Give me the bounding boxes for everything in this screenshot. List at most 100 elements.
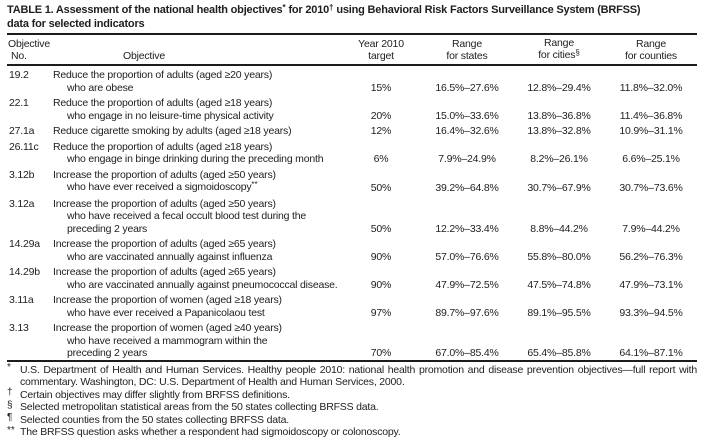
objective-cell: Increase the proportion of adults (aged …	[53, 263, 341, 291]
footnote-symbol: †	[7, 387, 13, 399]
objective-line: who have ever received a sigmoidoscopy**	[67, 180, 258, 193]
target-cell: 15%	[370, 81, 392, 94]
indicators-table: Objective No. Objective Year 2010 target Ran…	[7, 33, 697, 362]
states-range-cell: 7.9%–24.9%	[438, 153, 496, 165]
states-range-cell: 15.0%–33.6%	[435, 109, 499, 122]
target-cell: 50%	[370, 182, 392, 194]
objective-line: who engage in binge drinking during the …	[67, 153, 324, 165]
objective-cell: Increase the proportion of adults (aged …	[53, 235, 341, 263]
footnote-symbol: **	[7, 424, 15, 436]
footnotes: * U.S. Department of Health and Human Ser…	[7, 362, 697, 437]
footnote: † Certain objectives may differ slightly …	[7, 387, 697, 402]
footnote: * U.S. Department of Health and Human Ser…	[7, 362, 697, 389]
footnote: ¶ Selected counties from the 50 states co…	[7, 412, 697, 427]
table-title-line1: TABLE 1. Assessment of the national heal…	[7, 3, 697, 18]
col-header-line2: for counties	[625, 50, 677, 62]
objective-no-cell: 27.1a	[9, 125, 35, 137]
objective-no-cell: 22.1	[9, 97, 29, 109]
states-range-cell: 89.7%–97.6%	[435, 306, 499, 319]
objective-no-cell: 3.13	[9, 322, 29, 334]
counties-range-cell: 10.9%–31.1%	[619, 125, 683, 137]
target-cell: 20%	[370, 109, 392, 122]
superscript-mark: §	[575, 48, 580, 57]
states-range-cell: 57.0%–76.6%	[435, 250, 499, 263]
objective-line: Increase the proportion of adults (aged …	[53, 266, 276, 278]
header-row: Objective No. Objective Year 2010 target Ran…	[7, 34, 697, 65]
title-text: TABLE 1. Assessment of the national heal…	[7, 4, 283, 16]
cities-range-cell: 55.8%–80.0%	[527, 250, 591, 263]
col-header-states: Range for states	[421, 34, 513, 65]
objective-no-cell: 26.11c	[9, 140, 39, 153]
states-range-cell: 16.5%–27.6%	[435, 81, 499, 94]
counties-range-cell: 56.2%–76.3%	[619, 250, 683, 263]
objective-line: Increase the proportion of women (aged ≥…	[53, 294, 282, 306]
table-row: 3.12b Increase the proportion of adults (…	[7, 166, 697, 195]
col-header-line2: for cities§	[538, 48, 580, 61]
objective-line: Reduce the proportion of adults (aged ≥1…	[53, 97, 273, 109]
table-body: 19.2 Reduce the proportion of adults (age…	[7, 65, 697, 361]
footnote-text: Selected counties from the 50 states col…	[20, 413, 289, 426]
states-range-cell: 39.2%–64.8%	[435, 182, 499, 194]
objective-cell: Reduce cigarette smoking by adults (aged…	[53, 122, 341, 138]
objective-no-cell: 3.12a	[9, 197, 35, 210]
col-header-target: Year 2010 target	[341, 34, 421, 65]
objective-line: preceding 2 years	[67, 222, 148, 235]
cities-range-cell: 8.2%–26.1%	[530, 153, 588, 165]
objective-line: Increase the proportion of women (aged ≥…	[53, 322, 282, 334]
objective-line: who have received a fecal occult blood t…	[67, 210, 307, 222]
table-row: 3.11a Increase the proportion of women (a…	[7, 291, 697, 319]
cities-range-cell: 30.7%–67.9%	[527, 182, 591, 194]
objective-no-cell: 19.2	[9, 69, 29, 81]
objective-line: Increase the proportion of adults (aged …	[53, 197, 276, 210]
col-header-line1: Range	[544, 37, 574, 49]
objective-line: Reduce the proportion of adults (aged ≥1…	[53, 140, 273, 153]
cities-range-cell: 65.4%–85.8%	[527, 347, 591, 359]
col-header-line1: Objective	[8, 38, 50, 50]
table-row: 27.1a Reduce cigarette smoking by adults …	[7, 122, 697, 138]
table-header: Objective No. Objective Year 2010 target Ran…	[7, 34, 697, 65]
col-header-line2: for states	[446, 50, 488, 62]
title-text: for 2010	[285, 4, 330, 16]
table-row: 3.12a Increase the proportion of adults (…	[7, 195, 697, 236]
cities-range-cell: 8.8%–44.2%	[530, 222, 588, 235]
counties-range-cell: 30.7%–73.6%	[619, 182, 683, 194]
cities-range-cell: 12.8%–29.4%	[527, 81, 591, 94]
objective-line: Increase the proportion of adults (aged …	[53, 168, 276, 181]
counties-range-cell: 64.1%–87.1%	[619, 347, 683, 359]
table-title: TABLE 1. Assessment of the national heal…	[7, 3, 697, 30]
footnote-text: Certain objectives may differ slightly f…	[20, 388, 290, 401]
counties-range-cell: 7.9%–44.2%	[622, 222, 680, 235]
footnote: ** The BRFSS question asks whether a resp…	[7, 424, 697, 437]
table-row: 22.1 Reduce the proportion of adults (age…	[7, 94, 697, 122]
cities-range-cell: 47.5%–74.8%	[527, 278, 591, 291]
target-cell: 12%	[370, 125, 392, 137]
cities-range-cell: 13.8%–32.8%	[527, 125, 591, 137]
target-cell: 70%	[370, 347, 392, 359]
footnote-text: The BRFSS question asks whether a respon…	[20, 426, 401, 437]
col-header-line1: Range	[636, 38, 666, 50]
footnote-text: U.S. Department of Health and Human Serv…	[20, 363, 697, 389]
col-header-line2: No.	[11, 50, 27, 62]
footnote-symbol: §	[7, 399, 13, 411]
target-cell: 6%	[373, 153, 389, 165]
target-cell: 90%	[370, 278, 392, 291]
col-header-line2: target	[368, 50, 394, 62]
states-range-cell: 12.2%–33.4%	[435, 222, 499, 235]
counties-range-cell: 6.6%–25.1%	[622, 153, 680, 165]
footnote-symbol: ¶	[7, 412, 13, 424]
objective-cell: Reduce the proportion of adults (aged ≥1…	[53, 138, 341, 166]
superscript-mark: **	[251, 180, 258, 189]
cities-range-cell: 89.1%–95.5%	[527, 306, 591, 319]
objective-no-cell: 14.29a	[9, 238, 40, 250]
objective-line: who are vaccinated annually against pneu…	[67, 278, 338, 291]
objective-line: who are vaccinated annually against infl…	[67, 250, 273, 263]
table-row: 19.2 Reduce the proportion of adults (age…	[7, 65, 697, 94]
target-cell: 97%	[370, 306, 392, 319]
objective-cell: Reduce the proportion of adults (aged ≥1…	[53, 94, 341, 122]
col-header-line1	[53, 38, 341, 50]
objective-line: preceding 2 years	[67, 347, 148, 359]
objective-line: who have received a mammogram within the	[67, 334, 268, 347]
objective-no-cell: 3.12b	[9, 168, 35, 181]
table-row: 26.11c Reduce the proportion of adults (a…	[7, 138, 697, 166]
